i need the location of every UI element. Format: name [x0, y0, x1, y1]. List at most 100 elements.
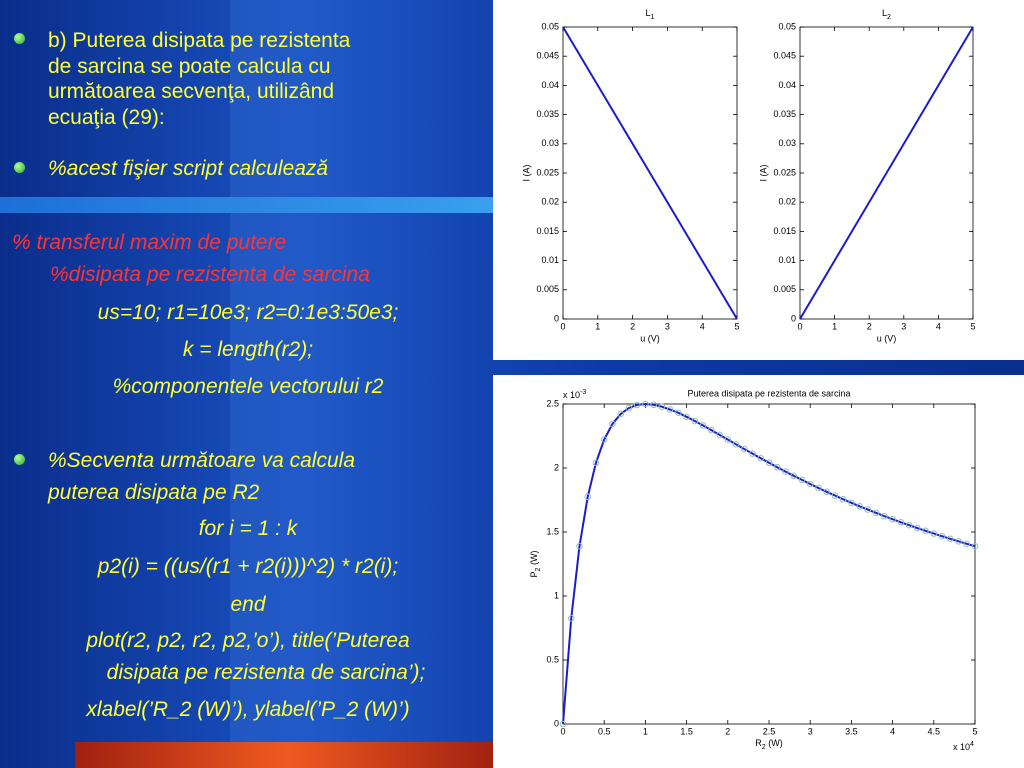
chart-title: L2	[882, 8, 891, 21]
data-marker	[600, 436, 608, 443]
data-marker	[683, 413, 690, 421]
x-tick-label: 2	[630, 321, 635, 331]
data-marker	[716, 431, 723, 439]
y-tick-label: 0.01	[778, 255, 796, 265]
data-line	[799, 26, 974, 320]
data-marker	[609, 420, 616, 428]
code-line: disipata pe rezistenta de sarcina’);	[106, 661, 426, 684]
data-marker	[955, 538, 962, 545]
background-band	[230, 0, 500, 768]
y-tick-label: 0.05	[541, 21, 559, 31]
x-tick-label: 4	[700, 321, 705, 331]
data-marker	[815, 484, 822, 492]
y-axis-label-part: P	[529, 571, 539, 577]
data-marker	[633, 401, 641, 409]
bullet	[14, 454, 25, 465]
x-multiplier-sup: 4	[970, 741, 974, 748]
x-tick-label: 5	[734, 321, 739, 331]
y-tick-label: 0.005	[773, 284, 796, 294]
y-tick-label: 0.02	[541, 197, 559, 207]
data-marker	[773, 463, 781, 471]
x-tick-label: 2.5	[763, 726, 776, 736]
data-marker	[963, 540, 971, 548]
chart-title: Puterea disipata pe rezistenta de sarcin…	[687, 388, 850, 398]
y-tick-label: 0.005	[536, 284, 559, 294]
data-marker	[592, 459, 600, 467]
data-marker	[790, 472, 798, 480]
text-line: de sarcina se poate calcula cu	[48, 55, 331, 78]
data-marker	[617, 410, 624, 418]
chart-title-sub: 2	[887, 14, 891, 21]
y-axis-label: I (A)	[521, 164, 531, 181]
x-tick-label: 4	[890, 726, 895, 736]
bullet	[14, 33, 25, 44]
data-marker	[732, 441, 740, 448]
data-marker	[675, 409, 682, 417]
x-axis-label: R2 (W)	[755, 738, 782, 751]
chart-title-part: L	[646, 8, 651, 18]
data-marker	[567, 614, 575, 622]
code-comment: % transferul maxim de putere	[12, 231, 287, 254]
data-marker	[946, 535, 954, 543]
accent-stripe	[0, 197, 500, 213]
x-tick-label: 3	[665, 321, 670, 331]
y-axis-label: P2 (W)	[529, 551, 542, 578]
x-tick-label: 4	[936, 321, 941, 331]
x-tick-label: 1	[595, 321, 600, 331]
y-tick-label: 0.03	[541, 138, 559, 148]
data-marker	[650, 401, 657, 409]
x-tick-label: 4.5	[928, 726, 941, 736]
code-line: %componentele vectorului r2	[112, 375, 384, 398]
data-marker	[872, 509, 880, 517]
y-tick-label: 0.015	[536, 226, 559, 236]
data-marker	[749, 450, 756, 457]
figure-panel	[493, 375, 1024, 768]
data-marker	[922, 527, 929, 535]
y-tick-label: 0.025	[773, 167, 796, 177]
y-tick-label: 0.03	[778, 138, 796, 148]
x-tick-label: 1.5	[680, 726, 693, 736]
y-tick-label: 0.5	[546, 654, 559, 664]
data-marker	[708, 426, 715, 434]
data-marker	[831, 492, 839, 499]
text-line: %Secventa următoare va calcula	[48, 449, 355, 472]
x-axis-label-part: R	[755, 738, 762, 748]
y-tick-label: 0.015	[773, 226, 796, 236]
data-marker	[848, 499, 855, 507]
y-tick-label: 0.045	[773, 51, 796, 61]
y-tick-label: 0.04	[541, 80, 559, 90]
code-line: p2(i) = ((us/(r1 + r2(i)))^2) * r2(i);	[97, 555, 399, 578]
y-multiplier-sup: -3	[580, 389, 586, 396]
data-marker	[625, 404, 633, 412]
data-marker	[584, 493, 592, 501]
x-tick-label: 2	[867, 321, 872, 331]
x-axis-label-sub: 2	[762, 744, 766, 751]
y-multiplier-part: x 10	[563, 390, 580, 400]
axes-frame	[562, 403, 976, 725]
y-tick-label: 1.5	[546, 526, 559, 536]
y-tick-label: 0	[554, 718, 559, 728]
chart-title-part: L	[882, 8, 887, 18]
x-tick-label: 3	[901, 321, 906, 331]
y-tick-label: 0	[554, 313, 559, 323]
data-marker	[740, 445, 748, 453]
data-marker	[938, 532, 946, 540]
data-marker	[905, 521, 913, 529]
y-tick-label: 0.02	[778, 197, 796, 207]
code-line: end	[230, 593, 266, 616]
data-marker	[823, 488, 830, 496]
x-multiplier-part: x 10	[953, 742, 970, 752]
data-marker	[782, 468, 789, 475]
y-axis-label: I (A)	[758, 164, 768, 181]
code-line: us=10; r1=10e3; r2=0:1e3:50e3;	[97, 301, 399, 324]
x-tick-label: 1	[643, 726, 648, 736]
data-marker	[839, 495, 847, 503]
code-line: for i = 1 : k	[198, 517, 298, 540]
data-marker	[856, 502, 863, 510]
text-line: ecuaţia (29):	[48, 106, 165, 129]
y-tick-label: 2.5	[546, 398, 559, 408]
data-marker	[897, 518, 905, 526]
data-line	[562, 402, 976, 725]
data-marker	[658, 403, 666, 410]
chart-title-sub: 1	[651, 14, 655, 21]
